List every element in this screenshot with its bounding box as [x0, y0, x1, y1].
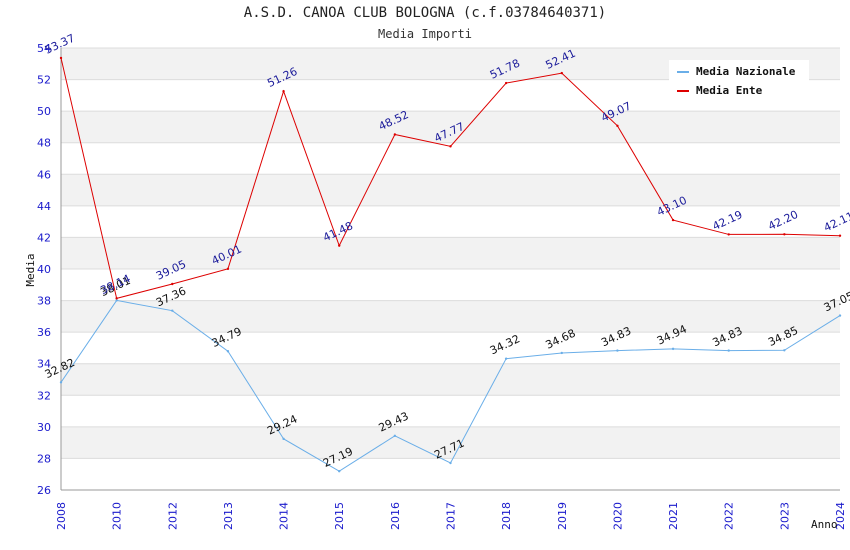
y-tick-label: 36	[37, 326, 51, 339]
grid-band	[61, 426, 840, 459]
legend-item-nazionale: Media Nazionale	[677, 65, 795, 78]
x-tick-label: 2023	[778, 502, 791, 530]
grid-band	[61, 332, 840, 364]
y-axis-title: Media	[24, 253, 37, 286]
data-point-nazionale	[393, 434, 397, 438]
data-point-nazionale	[504, 357, 508, 360]
legend-item-ente: Media Ente	[677, 84, 762, 97]
chart-legend: Media Nazionale Media Ente	[669, 60, 809, 102]
data-point-nazionale	[560, 351, 563, 355]
x-tick-label: 2008	[55, 502, 68, 530]
y-tick-label: 34	[37, 358, 51, 371]
data-point-nazionale	[838, 314, 842, 317]
data-point-nazionale	[449, 461, 452, 465]
grid-band	[61, 205, 840, 238]
data-point-nazionale	[282, 437, 285, 441]
y-tick-label: 54	[37, 42, 51, 55]
chart-title: A.S.D. CANOA CLUB BOLOGNA (c.f.037846403…	[243, 5, 607, 21]
legend-swatch-nazionale	[677, 71, 689, 73]
y-tick-label: 38	[37, 295, 51, 308]
data-point-nazionale	[338, 470, 341, 473]
data-point-ente	[449, 145, 452, 148]
data-point-nazionale	[59, 381, 63, 384]
x-tick-label: 2012	[166, 502, 179, 530]
y-tick-label: 48	[37, 137, 51, 150]
x-axis-title: Anno	[811, 518, 838, 531]
grid-band	[61, 237, 840, 269]
data-point-ente	[560, 71, 563, 75]
data-point-ente	[393, 133, 397, 136]
data-point-nazionale	[226, 350, 230, 353]
legend-label-nazionale: Media Nazionale	[696, 65, 796, 78]
x-tick-label: 2017	[445, 502, 458, 530]
data-point-ente	[616, 124, 619, 128]
y-tick-label: 30	[37, 421, 51, 434]
data-point-ente	[783, 233, 786, 236]
y-tick-label: 42	[37, 231, 51, 244]
data-point-nazionale	[783, 349, 786, 352]
data-point-nazionale	[671, 347, 675, 351]
x-tick-label: 2015	[333, 502, 346, 530]
data-point-nazionale	[616, 349, 619, 352]
data-point-nazionale	[727, 349, 730, 352]
data-point-ente	[727, 233, 730, 236]
grid-band	[61, 300, 840, 333]
x-tick-label: 2016	[389, 502, 402, 530]
data-point-ente	[838, 234, 842, 237]
data-point-ente	[504, 81, 508, 85]
x-tick-label: 2018	[500, 502, 513, 530]
y-tick-label: 50	[37, 105, 51, 118]
y-tick-label: 28	[37, 452, 51, 465]
x-tick-label: 2014	[278, 502, 291, 530]
y-tick-label: 44	[37, 200, 51, 213]
grid-band	[61, 174, 840, 206]
grid-band	[61, 363, 840, 396]
y-tick-label: 52	[37, 74, 51, 87]
grid-band	[61, 142, 840, 175]
grid-band	[61, 111, 840, 143]
legend-label-ente: Media Ente	[696, 84, 763, 97]
y-tick-label: 26	[37, 484, 51, 497]
y-tick-label: 32	[37, 389, 51, 402]
data-point-nazionale	[115, 299, 118, 302]
data-point-ente	[171, 282, 174, 286]
data-point-ente	[59, 56, 63, 60]
x-tick-label: 2010	[111, 502, 124, 530]
grid-band	[61, 395, 840, 427]
y-tick-label: 46	[37, 168, 51, 181]
data-point-ente	[282, 90, 285, 93]
y-tick-label: 40	[37, 263, 51, 276]
chart-subtitle: Media Importi	[378, 27, 472, 41]
data-point-nazionale	[171, 309, 174, 312]
data-point-ente	[671, 218, 675, 222]
data-point-ente	[338, 244, 341, 247]
x-tick-label: 2020	[611, 502, 624, 530]
data-point-ente	[115, 297, 118, 300]
grid-band	[61, 269, 840, 301]
legend-swatch-ente	[677, 90, 689, 92]
x-tick-label: 2013	[222, 502, 235, 530]
x-tick-label: 2019	[556, 502, 569, 530]
x-tick-label: 2022	[723, 502, 736, 530]
x-tick-label: 2024	[834, 502, 847, 530]
data-point-ente	[226, 267, 230, 271]
x-tick-label: 2021	[667, 502, 680, 530]
